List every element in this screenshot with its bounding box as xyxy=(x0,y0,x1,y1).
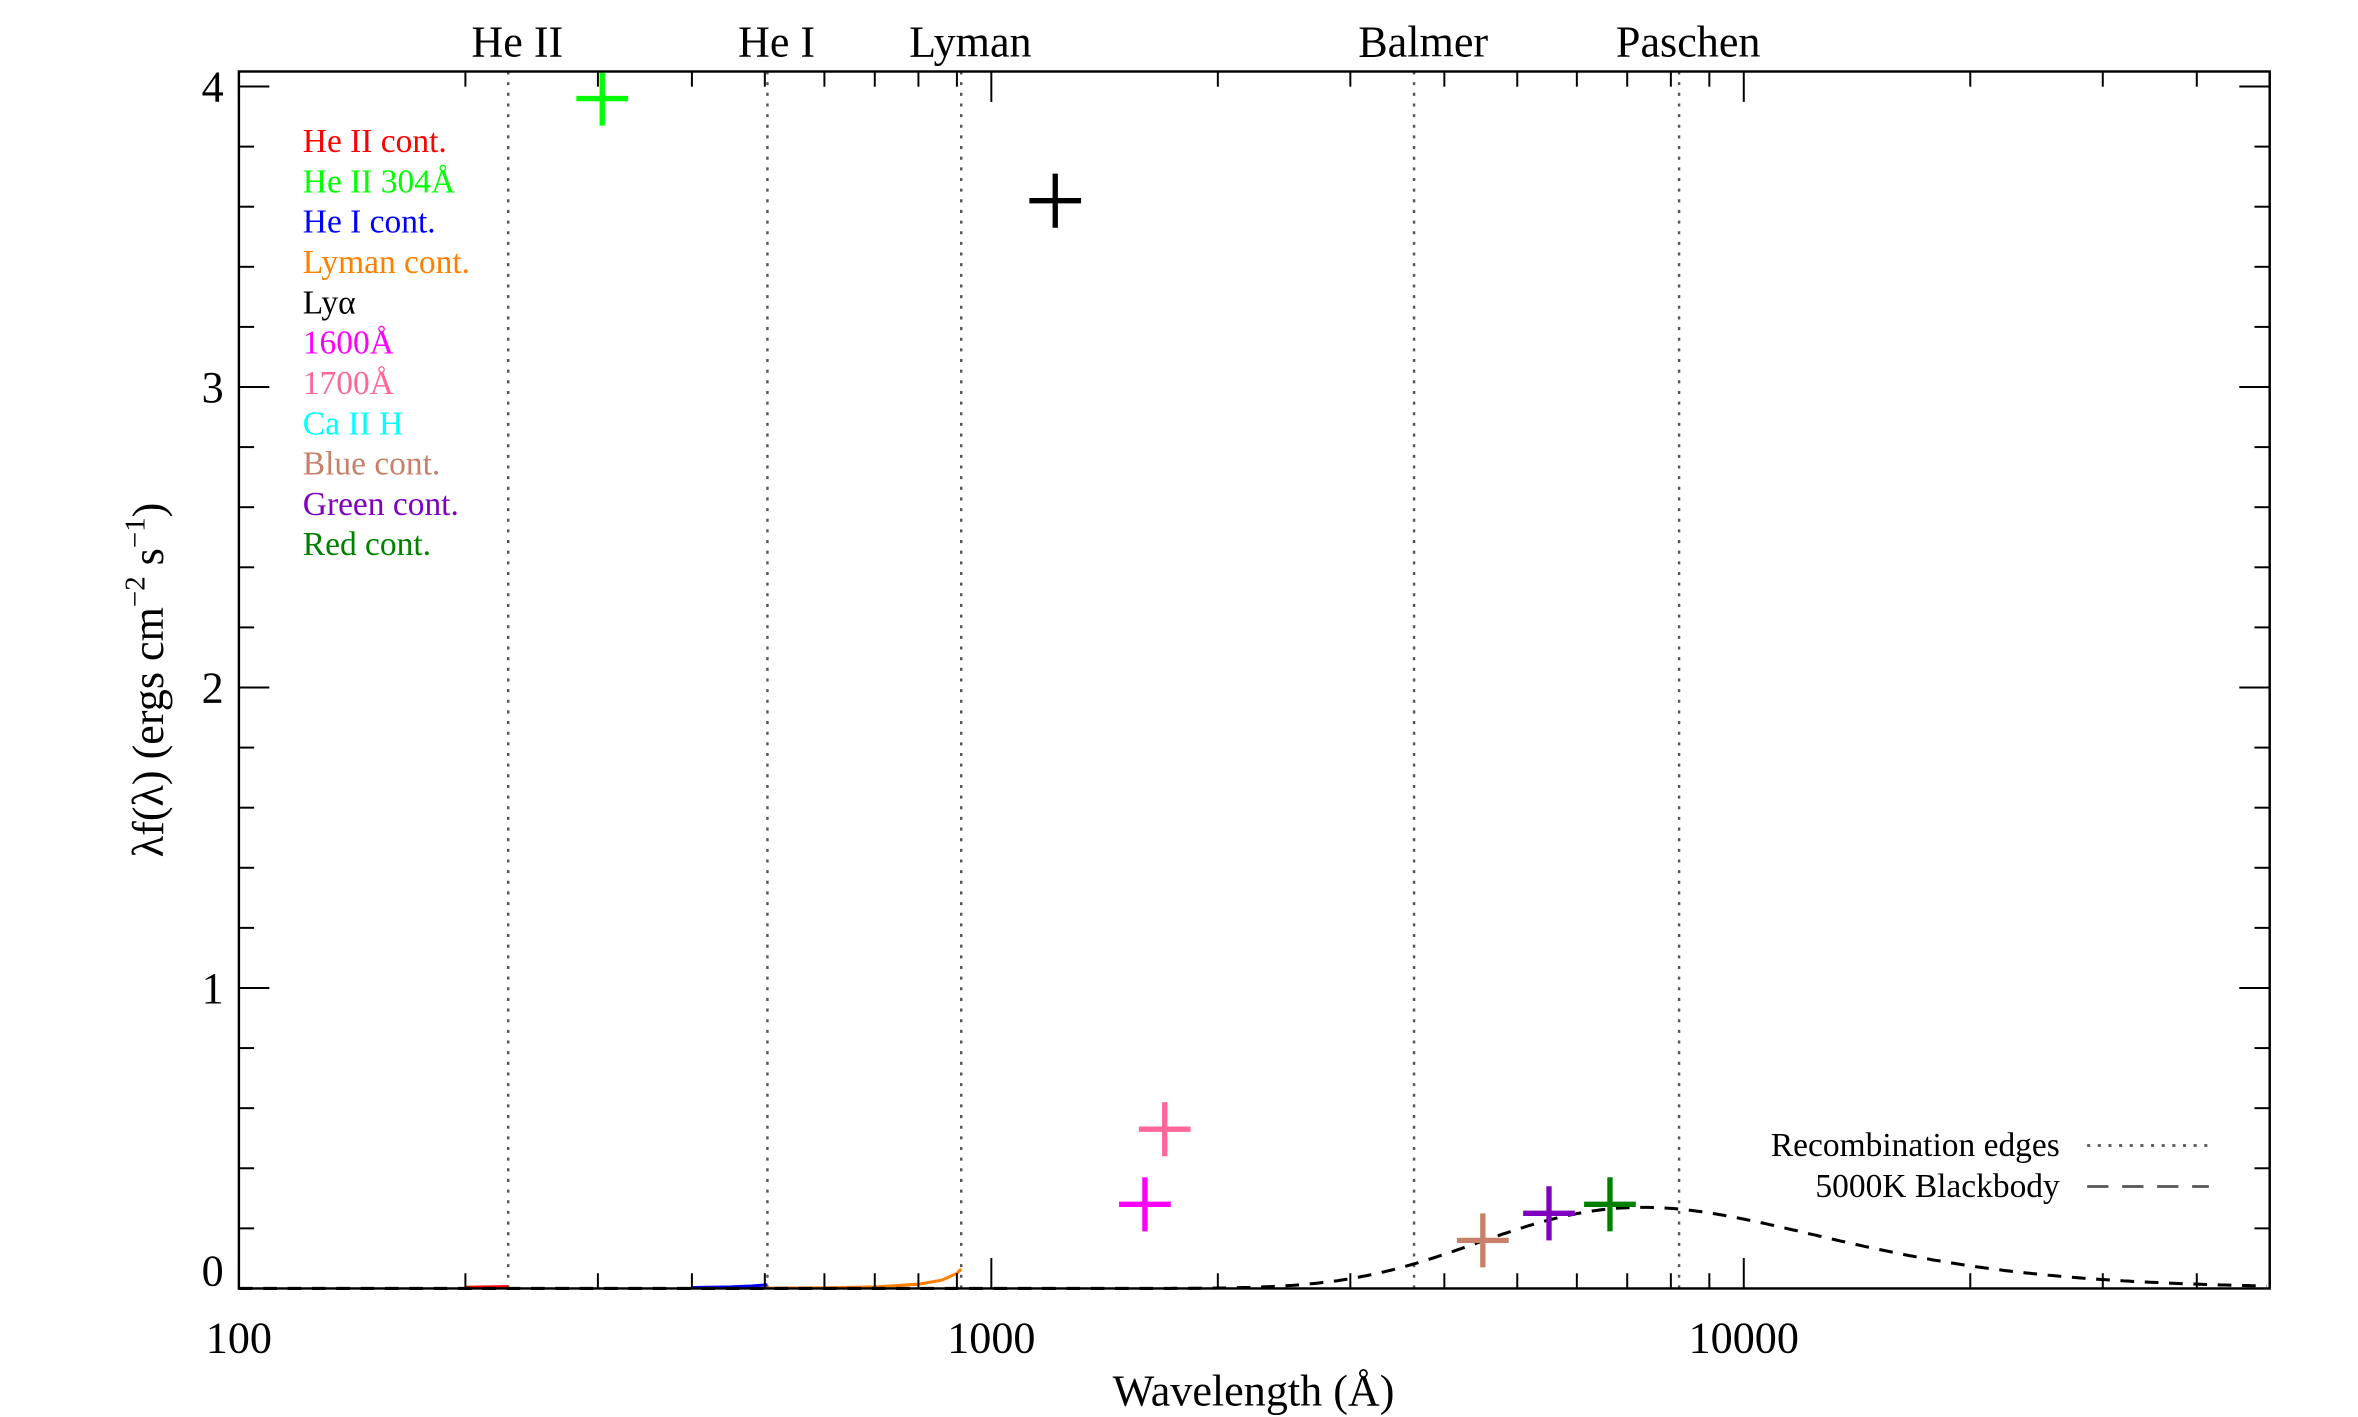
legend-entry: Lyman cont. xyxy=(303,244,470,281)
legend-line-label: 5000K Blackbody xyxy=(1815,1168,2060,1205)
edge-lines xyxy=(507,71,1681,1289)
legend-entry: Ca II H xyxy=(303,405,403,442)
edge-label: Balmer xyxy=(1358,17,1488,66)
y-label-part: λf(λ) (ergs cm xyxy=(124,607,173,857)
legend: He II cont.He II 304Å He I cont.Lyman con… xyxy=(303,123,2209,1205)
x-tick-label: 1000 xyxy=(947,1313,1035,1362)
legend-entry: He II 304Å xyxy=(303,163,455,200)
edge-label: Paschen xyxy=(1616,17,1761,66)
y-tick-label: 3 xyxy=(202,363,224,412)
y-tick-label: 2 xyxy=(202,664,224,713)
x-tick-label: 100 xyxy=(206,1313,272,1362)
legend-line-label: Recombination edges xyxy=(1771,1127,2060,1164)
legend-entry: Green cont. xyxy=(303,486,459,523)
legend-entry: He I cont. xyxy=(303,204,436,241)
plot-frame xyxy=(237,70,2271,1290)
y-tick-label: 0 xyxy=(202,1246,224,1295)
edge-label: Lyman xyxy=(909,17,1032,66)
y-tick-label: 1 xyxy=(202,964,224,1013)
edge-label: He I xyxy=(738,17,815,66)
y-label-sup: −2 xyxy=(120,576,152,607)
y-label-part: s xyxy=(124,548,173,576)
axes: 100 1000 10000 0 1 2 3 4 He II He I Lyman Balmer Pas… xyxy=(202,17,2271,1362)
edge-label: He II xyxy=(471,17,563,66)
legend-entry: He II cont. xyxy=(303,123,447,160)
x-tick-label: 10000 xyxy=(1689,1313,1799,1362)
y-label-part: ) xyxy=(124,503,173,518)
blackbody-curve xyxy=(238,1205,2267,1290)
y-tick-label: 4 xyxy=(202,63,224,112)
y-axis-label: λf(λ) (ergs cm−2 s−1) xyxy=(120,503,173,858)
y-label-sup: −1 xyxy=(120,517,152,548)
legend-entry: Blue cont. xyxy=(303,446,441,483)
data-points xyxy=(576,71,1636,1268)
continuum-curve xyxy=(767,1267,963,1290)
legend-entry: 1700Å xyxy=(303,365,394,402)
x-axis-label: Wavelength (Å) xyxy=(1113,1367,1395,1416)
legend-entry: 1600Å xyxy=(303,325,394,362)
legend-entry: Lyα xyxy=(303,284,356,321)
curves xyxy=(238,1205,2267,1290)
legend-entry: Red cont. xyxy=(303,526,431,563)
